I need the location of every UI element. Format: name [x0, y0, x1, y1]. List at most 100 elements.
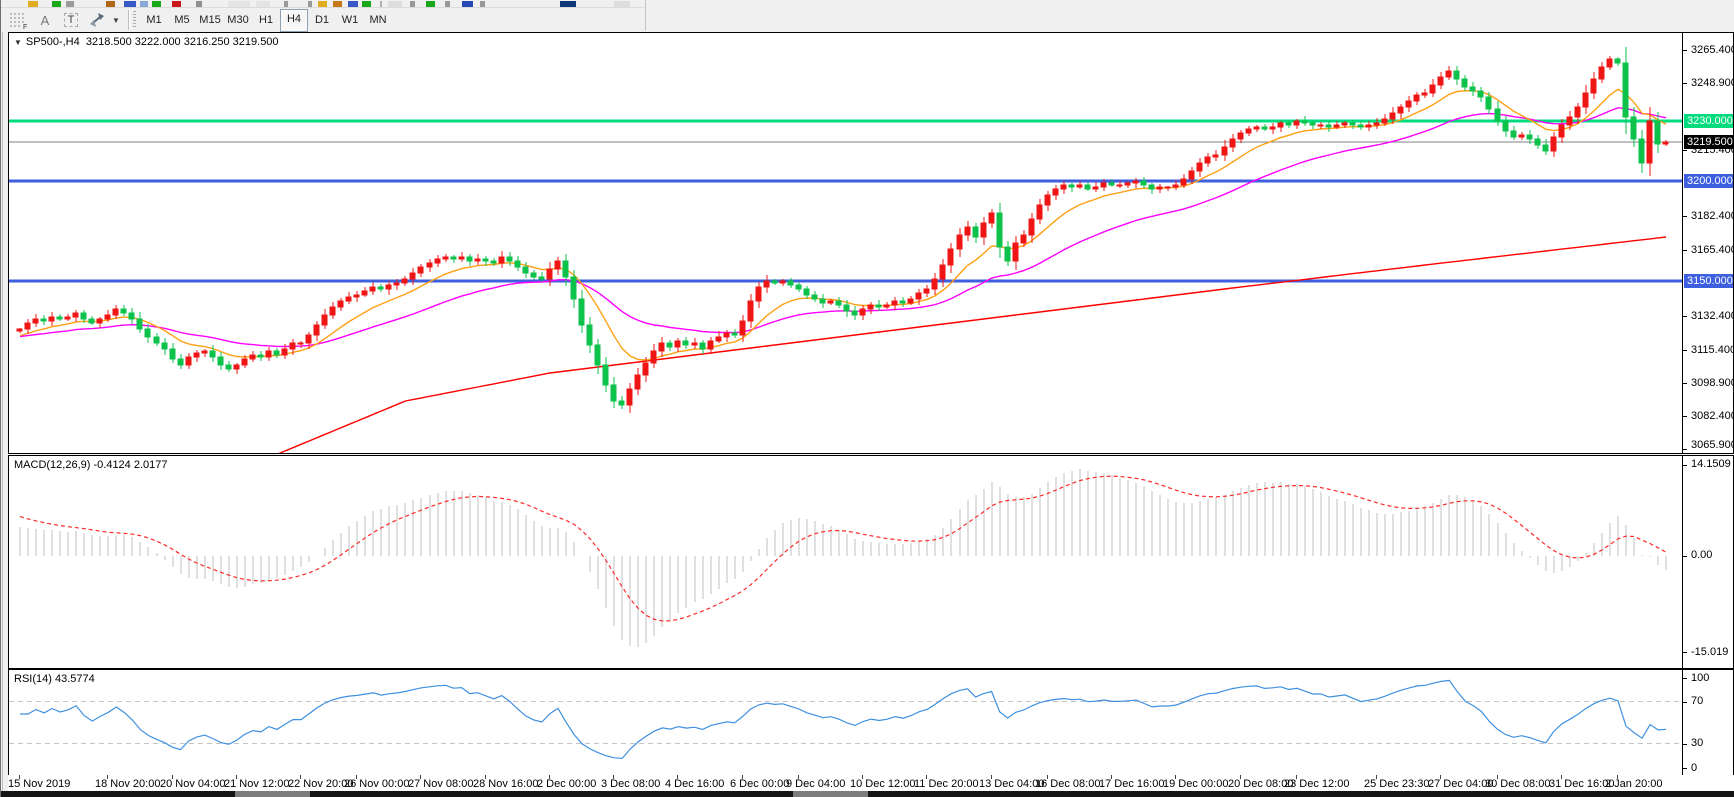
date-tick [485, 775, 486, 779]
price-tick [1683, 250, 1687, 251]
rsi-tick [1683, 702, 1687, 703]
pane-left-edge [2, 32, 3, 791]
rsi-axis-label: 100 [1691, 672, 1710, 684]
toolbar-icon-fragment [284, 1, 288, 7]
arrows-tool[interactable] [84, 10, 110, 30]
date-axis-label: 21 Nov 12:00 [224, 778, 290, 790]
level-price-badge: 3200.000 [1684, 174, 1733, 188]
text-label-tool[interactable]: T [58, 10, 84, 30]
macd-canvas[interactable] [9, 456, 1682, 668]
date-tick [862, 775, 863, 779]
date-axis-label: 4 Dec 16:00 [665, 778, 725, 790]
main-chart-canvas[interactable] [9, 33, 1682, 453]
date-tick [356, 775, 357, 779]
macd-current-values: -0.4124 2.0177 [93, 459, 168, 471]
symbol-dropdown-icon[interactable]: ▼ [14, 38, 22, 47]
arrows-dropdown-icon[interactable]: ▼ [112, 15, 120, 25]
macd-axis-divider [1682, 456, 1683, 668]
current-price-badge: 3219.500 [1684, 135, 1733, 149]
toolbar-icon-fragment [362, 1, 371, 7]
price-axis-label: 3115.400 [1691, 344, 1734, 356]
macd-scale[interactable] [1683, 456, 1733, 668]
macd-signal-line [19, 475, 1667, 622]
date-axis-label: 15 Nov 2019 [8, 778, 71, 790]
price-tick [1683, 150, 1687, 151]
rsi-axis-label: 0 [1691, 762, 1698, 774]
date-tick [1376, 775, 1377, 779]
date-axis-label: 20 Nov 04:00 [160, 778, 226, 790]
timeframe-button-h4[interactable]: H4 [280, 8, 308, 32]
price-scale[interactable] [1683, 33, 1733, 453]
rsi-current-value: 43.5774 [54, 673, 95, 685]
date-axis-label: 30 Dec 08:00 [1485, 778, 1551, 790]
toolbar-icon-fragment [66, 1, 74, 7]
date-tick [19, 775, 20, 779]
toolbar-icon-fragment [256, 1, 270, 7]
toolbar-icon-fragment [152, 1, 161, 7]
time-scale[interactable]: 15 Nov 2019 18 Nov 20:00 20 Nov 04:00 21 No… [8, 775, 1734, 791]
toolbar-icon-fragment [308, 1, 312, 7]
timeframe-button-w1[interactable]: W1 [341, 13, 359, 26]
date-tick [420, 775, 421, 779]
timeframe-button-d1[interactable]: D1 [314, 13, 330, 26]
rsi-tick [1683, 744, 1687, 745]
fibonacci-retracement-tool[interactable]: F [6, 10, 32, 30]
macd-tick [1683, 652, 1687, 653]
timeframe-button-m1[interactable]: M1 [146, 13, 162, 26]
toolbar-grip[interactable] [133, 11, 136, 29]
toolbar-icon-fragment [318, 1, 327, 7]
price-tick [1683, 216, 1687, 217]
date-axis-label: 23 Dec 12:00 [1284, 778, 1350, 790]
toolbar-icon-fragment [333, 1, 342, 7]
date-tick [300, 775, 301, 779]
date-axis-label: 3 Dec 08:00 [601, 778, 661, 790]
macd-axis-label: 14.1509 [1691, 458, 1731, 470]
text-tool[interactable]: A [40, 12, 50, 28]
rsi-label: RSI(14) [14, 673, 52, 685]
price-tick [1683, 383, 1687, 384]
toolbar-icon-fragment [140, 1, 148, 7]
date-axis-label: 2 Jan 20:00 [1605, 778, 1663, 790]
price-axis-divider [1682, 33, 1683, 453]
date-tick [1561, 775, 1562, 779]
date-axis-label: 22 Nov 20:00 [288, 778, 354, 790]
date-axis-label: 2 Dec 00:00 [537, 778, 597, 790]
price-axis-label: 3132.400 [1691, 310, 1734, 322]
price-tick [1683, 83, 1687, 84]
date-tick [1296, 775, 1297, 779]
date-tick [991, 775, 992, 779]
rsi-axis-label: 70 [1691, 695, 1704, 707]
timeframe-button-h1[interactable]: H1 [258, 13, 274, 26]
date-axis-label: 28 Nov 16:00 [473, 778, 539, 790]
price-tick [1683, 50, 1687, 51]
rsi-axis-label: 30 [1691, 737, 1704, 749]
date-tick [613, 775, 614, 779]
date-tick [926, 775, 927, 779]
price-axis-label: 3082.400 [1691, 410, 1734, 422]
rsi-tick [1683, 768, 1687, 769]
timeframe-button-m5[interactable]: M5 [174, 13, 190, 26]
date-tick [107, 775, 108, 779]
timeframe-button-m15[interactable]: M15 [199, 13, 221, 26]
date-axis-label: 16 Dec 08:00 [1035, 778, 1101, 790]
date-tick [172, 775, 173, 779]
rsi-canvas[interactable] [9, 670, 1682, 775]
date-tick [549, 775, 550, 779]
macd-pane: MACD(12,26,9) -0.4124 2.0177 14.1509 0.00… [8, 455, 1734, 669]
timeframe-button-m30[interactable]: M30 [227, 13, 249, 26]
toolbar-icon-fragment [172, 1, 181, 7]
timeframe-button-mn[interactable]: MN [369, 13, 387, 26]
date-axis-label: 13 Dec 04:00 [979, 778, 1045, 790]
price-tick [1683, 449, 1687, 450]
date-axis-label: 9 Dec 04:00 [786, 778, 846, 790]
rsi-scale[interactable] [1683, 670, 1733, 775]
toolbar-icon-fragment [124, 1, 136, 7]
toolbar-icon-fragment [28, 1, 38, 7]
window-left-edge [0, 0, 1, 797]
date-tick [1240, 775, 1241, 779]
toolbar-icon-fragment [462, 1, 473, 7]
level-price-badge: 3230.000 [1684, 114, 1733, 128]
macd-tick [1683, 556, 1687, 557]
bottom-strip-segment [793, 791, 868, 797]
